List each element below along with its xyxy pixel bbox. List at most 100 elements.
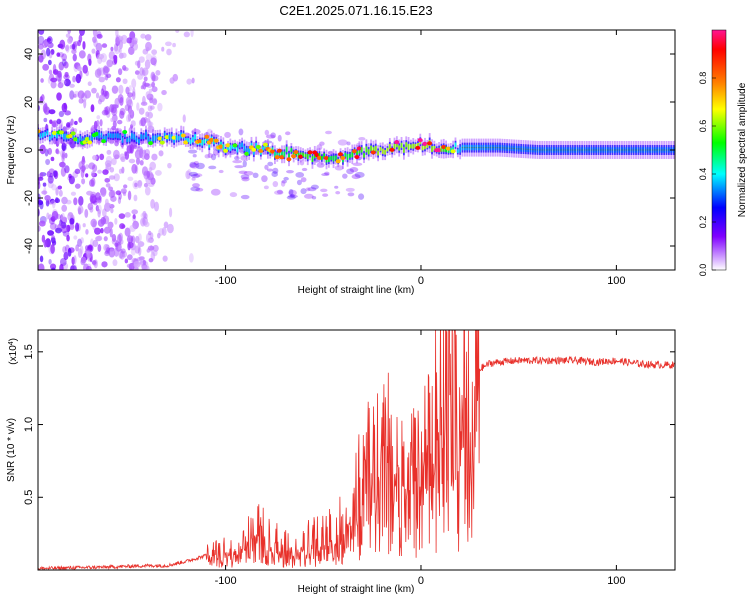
heatmap-cell — [117, 196, 122, 205]
heatmap-cell — [297, 152, 300, 159]
heatmap-cell — [73, 93, 77, 98]
heatmap-cell — [97, 204, 102, 215]
heatmap-cell — [637, 149, 640, 151]
heatmap-cell — [492, 147, 494, 149]
heatmap-cell — [151, 81, 156, 88]
heatmap-cell — [48, 258, 52, 265]
heatmap-cell — [68, 173, 72, 179]
heatmap-cell — [188, 253, 194, 263]
heatmap-cell — [131, 209, 139, 215]
heatmap-cell — [98, 94, 105, 103]
heatmap-cell — [45, 199, 50, 207]
heatmap-cell — [417, 142, 419, 148]
heatmap-cell — [49, 198, 55, 204]
heatmap-cell — [191, 137, 194, 143]
heatmap-cell — [352, 162, 363, 167]
heatmap-cell — [327, 157, 330, 163]
heatmap-cell — [147, 136, 150, 142]
heatmap-cell — [262, 142, 268, 147]
heatmap-cell — [148, 257, 154, 263]
heatmap-cell — [203, 139, 206, 144]
heatmap-cell — [51, 184, 57, 191]
heatmap-cell — [536, 149, 539, 151]
heatmap-cell — [145, 41, 152, 51]
heatmap-cell — [151, 86, 158, 93]
heatmap-cell — [71, 43, 76, 50]
heatmap-cell — [142, 69, 146, 77]
heatmap-cell — [189, 139, 192, 144]
heatmap-cell — [84, 90, 92, 99]
heatmap-cell — [271, 171, 278, 178]
heatmap-cell — [298, 154, 304, 159]
heatmap-cell — [410, 144, 412, 149]
heatmap-cell — [223, 148, 229, 153]
heatmap-cell — [51, 131, 57, 136]
heatmap-cell — [412, 143, 415, 149]
heatmap-cell — [190, 186, 201, 192]
heatmap-cell — [46, 212, 50, 220]
heatmap-cell — [38, 54, 44, 63]
heatmap-cell — [131, 37, 137, 46]
snr-panel: -100 0 100 0.5 1.0 1.5 Height of straight li… — [6, 329, 676, 595]
heatmap-cell — [480, 147, 483, 149]
heatmap-cell — [119, 97, 124, 106]
heatmap-cell — [152, 244, 159, 252]
heatmap-cell — [42, 182, 47, 187]
heatmap-cell — [41, 190, 48, 195]
heatmap-cell — [226, 148, 237, 156]
colorbar-tick-label: 0.4 — [698, 168, 708, 181]
heatmap-cell — [105, 155, 113, 165]
heatmap-cell — [132, 180, 140, 190]
heatmap-cell — [184, 138, 187, 143]
heatmap-cell — [286, 195, 296, 200]
snr-x-label: Height of straight line (km) — [298, 584, 415, 595]
heatmap-cell — [158, 228, 165, 236]
heatmap-cell — [79, 165, 87, 172]
heatmap-cell — [104, 177, 111, 183]
heatmap-cell — [255, 143, 258, 149]
heatmap-cell — [583, 149, 586, 151]
heatmap-cell — [163, 132, 166, 138]
heatmap-cell — [324, 171, 330, 176]
heatmap-cell — [62, 133, 65, 140]
heatmap-cell — [189, 161, 197, 168]
heatmap-cell — [255, 144, 261, 149]
heatmap-cell — [241, 176, 250, 182]
heatmap-cell — [146, 170, 151, 178]
heatmap-cell — [213, 138, 219, 143]
heatmap-cell — [106, 59, 114, 68]
heatmap-cell — [43, 239, 48, 248]
heatmap-cell — [93, 38, 98, 48]
y-tick-label: 1.5 — [23, 344, 35, 359]
heatmap-cell — [134, 70, 140, 75]
heatmap-cell — [210, 153, 217, 161]
heatmap-cell — [204, 134, 210, 139]
heatmap-cell — [646, 149, 649, 151]
y-tick-label: -40 — [23, 238, 35, 254]
heatmap-cell — [116, 133, 119, 139]
heatmap-cell — [264, 164, 269, 170]
heatmap-cell — [307, 187, 317, 192]
heatmap-cell — [295, 172, 305, 178]
heatmap-cell — [140, 101, 148, 106]
heatmap-cell — [311, 156, 314, 163]
heatmap-cell — [112, 54, 118, 60]
heatmap-cell — [110, 117, 115, 123]
heatmap-cell — [318, 153, 321, 158]
heatmap-cell — [61, 102, 68, 113]
heatmap-cell — [147, 105, 153, 112]
heatmap-cell — [531, 149, 534, 151]
heatmap-cell — [210, 188, 221, 196]
heatmap-cell — [145, 91, 151, 98]
heatmap-cell — [356, 146, 362, 151]
heatmap-cell — [578, 149, 581, 151]
heatmap-noise — [38, 30, 366, 270]
heatmap-cell — [98, 196, 102, 201]
heatmap-cell — [541, 149, 544, 151]
heatmap-cell — [61, 149, 65, 160]
heatmap-cell — [67, 37, 73, 44]
heatmap-cell — [91, 87, 97, 94]
heatmap-cell — [130, 247, 136, 256]
heatmap-cell — [72, 75, 77, 83]
heatmap-cell — [150, 57, 157, 66]
